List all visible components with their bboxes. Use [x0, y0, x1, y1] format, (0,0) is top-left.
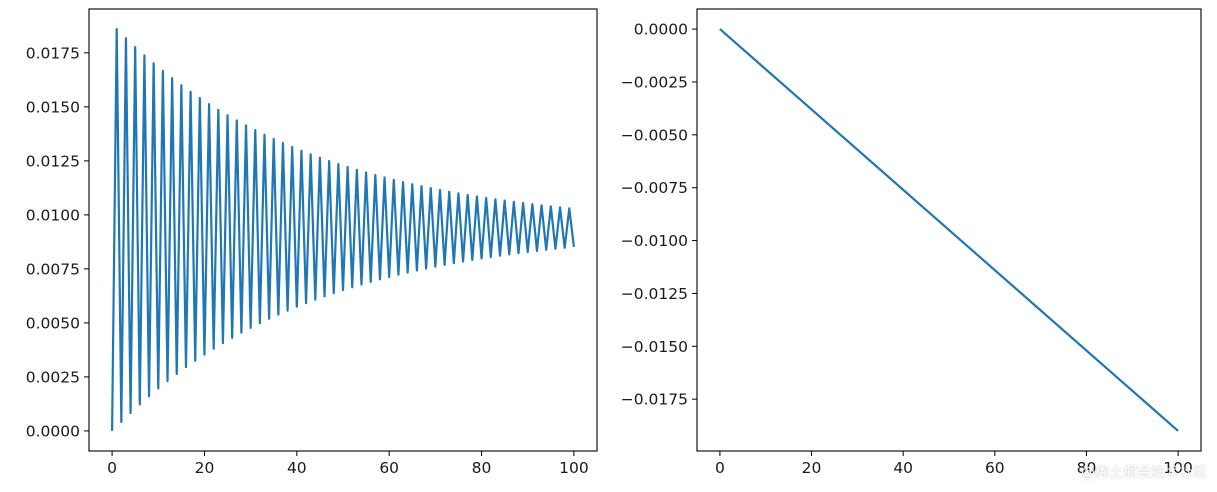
x-tick-label: 60: [985, 459, 1005, 477]
axes-frame: [696, 8, 1202, 452]
y-tick-label: −0.0050: [621, 126, 688, 144]
x-tick-label: 80: [1077, 459, 1097, 477]
y-tick-label: −0.0150: [621, 338, 688, 356]
y-tick-label: 0.0125: [26, 152, 80, 170]
x-tick-label: 40: [893, 459, 913, 477]
x-tick-label: 20: [802, 459, 822, 477]
x-tick-label: 100: [559, 459, 589, 477]
series-line-1: [110, 27, 576, 431]
right-subplot: 0 20 40 60 80 100 0.0000 −0.0025 −0.0050 −0.0075 −…: [621, 8, 1202, 477]
axes-frame: [88, 8, 598, 452]
x-tick-label: 100: [1163, 459, 1193, 477]
y-tick-label: 0.0000: [634, 21, 688, 39]
x-tick-label: 0: [715, 459, 725, 477]
y-tick-label: 0.0050: [26, 314, 80, 332]
series-line-1: [719, 28, 1179, 432]
x-tick-label: 20: [195, 459, 215, 477]
y-tick-label: −0.0100: [621, 232, 688, 250]
y-tick-label: 0.0025: [26, 368, 80, 386]
y-tick-label: −0.0025: [621, 73, 688, 91]
y-tick-label: 0.0000: [26, 422, 80, 440]
watermark-text: @稀土掘金技术社区: [1081, 465, 1207, 481]
y-tick-label: 0.0175: [26, 44, 80, 62]
y-tick-label: −0.0175: [621, 391, 688, 409]
right-plot-area: 0 20 40 60 80 100 0.0000 −0.0025 −0.0050 −0.0075 −…: [621, 8, 1202, 477]
left-subplot: 0 20 40 60 80 100 0.0000 0.0025 0.0050 0.0075 0.01…: [26, 8, 598, 477]
y-tick-label: 0.0075: [26, 260, 80, 278]
y-tick-label: −0.0075: [621, 179, 688, 197]
left-plot-area: 0 20 40 60 80 100 0.0000 0.0025 0.0050 0.0075 0.01…: [26, 8, 598, 477]
x-tick-label: 40: [287, 459, 307, 477]
x-tick-label: 80: [472, 459, 492, 477]
y-tick-label: 0.0150: [26, 98, 80, 116]
y-tick-label: 0.0100: [26, 206, 80, 224]
x-tick-label: 60: [379, 459, 399, 477]
y-tick-label: −0.0125: [621, 285, 688, 303]
x-tick-label: 0: [107, 459, 117, 477]
